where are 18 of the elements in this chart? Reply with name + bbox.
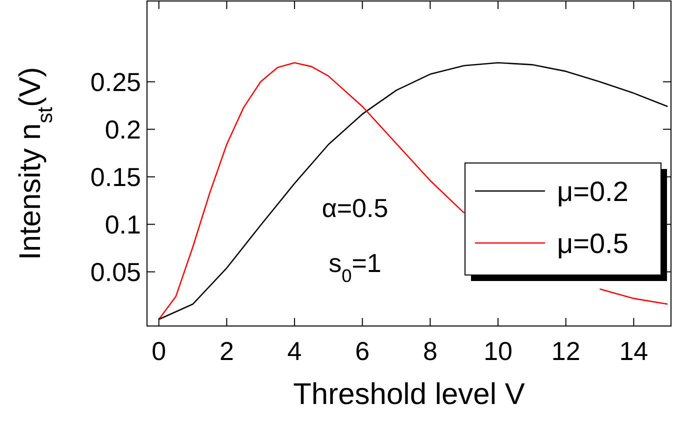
x-tick-label: 4 (287, 336, 302, 366)
x-tick-label: 0 (152, 336, 166, 366)
annotation: s$_{0}$=1 (328, 248, 382, 286)
y-tick-label: 0.15 (90, 162, 141, 192)
x-tick-label: 6 (355, 336, 370, 366)
x-tick-label: 14 (619, 336, 648, 366)
legend-label: μ=0.5 (557, 228, 628, 259)
x-tick-label: 2 (219, 336, 234, 366)
y-tick-label: 0.05 (90, 256, 141, 287)
annotation: α=0.5 (322, 193, 388, 223)
x-tick-label: 12 (551, 336, 580, 366)
x-tick-label: 8 (422, 336, 438, 366)
legend-label: μ=0.2 (557, 176, 628, 207)
x-axis-title: Threshold level V (293, 378, 525, 411)
y-tick-label: 0.2 (104, 114, 141, 144)
y-tick-label: 0.25 (90, 66, 141, 97)
y-tick-label: 0.1 (104, 209, 141, 240)
x-tick-label: 10 (484, 336, 512, 366)
